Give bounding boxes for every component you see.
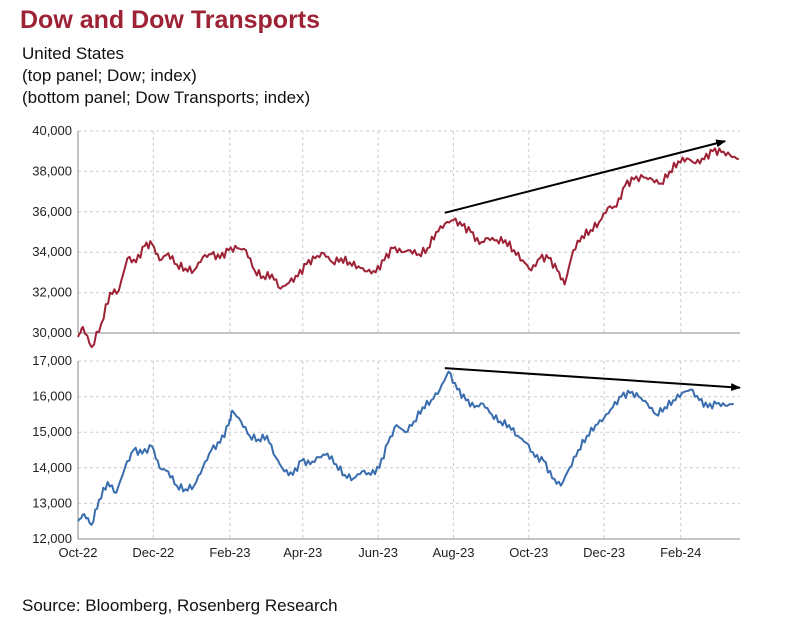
dow-transports-series-line xyxy=(77,370,735,526)
y-tick-label: 15,000 xyxy=(32,424,72,439)
y-tick-label: 14,000 xyxy=(32,460,72,475)
x-tick-label: Aug-23 xyxy=(433,545,475,560)
x-tick-label: Oct-22 xyxy=(58,545,97,560)
chart-title: Dow and Dow Transports xyxy=(20,6,321,34)
subtitle-bottom-panel: (bottom panel; Dow Transports; index) xyxy=(22,88,311,107)
trend-arrow xyxy=(444,139,727,214)
dow-panel: 30,000 32,000 34,000 36,000 38,000 40,000 xyxy=(32,123,740,349)
y-tick-label: 32,000 xyxy=(32,285,72,300)
dow-transports-panel: 12,000 13,000 14,000 15,000 16,000 17,000 xyxy=(32,353,741,546)
x-axis: Oct-22 Dec-22 Feb-23 Apr-23 Jun-23 Aug-23 Oct-… xyxy=(58,545,701,560)
y-tick-label: 12,000 xyxy=(32,531,72,546)
subtitle-country: United States xyxy=(22,44,125,63)
x-tick-label: Oct-23 xyxy=(509,545,548,560)
y-tick-label: 13,000 xyxy=(32,495,72,510)
y-tick-label: 36,000 xyxy=(32,204,72,219)
x-tick-label: Feb-24 xyxy=(660,545,701,560)
y-tick-label: 17,000 xyxy=(32,353,72,368)
chart-figure: 30,000 32,000 34,000 36,000 38,000 40,000 12,… xyxy=(32,123,741,560)
y-tick-label: 30,000 xyxy=(32,325,72,340)
y-tick-label: 40,000 xyxy=(32,123,72,138)
x-tick-label: Jun-23 xyxy=(358,545,398,560)
trend-arrow xyxy=(444,367,741,392)
x-tick-label: Dec-22 xyxy=(132,545,174,560)
x-tick-label: Dec-23 xyxy=(583,545,625,560)
y-tick-label: 34,000 xyxy=(32,244,72,259)
x-tick-label: Feb-23 xyxy=(209,545,250,560)
subtitle-top-panel: (top panel; Dow; index) xyxy=(22,66,197,85)
y-tick-label: 38,000 xyxy=(32,163,72,178)
x-tick-label: Apr-23 xyxy=(283,545,322,560)
source-note: Source: Bloomberg, Rosenberg Research xyxy=(22,596,338,615)
y-tick-label: 16,000 xyxy=(32,389,72,404)
dow-series-line xyxy=(77,147,740,349)
